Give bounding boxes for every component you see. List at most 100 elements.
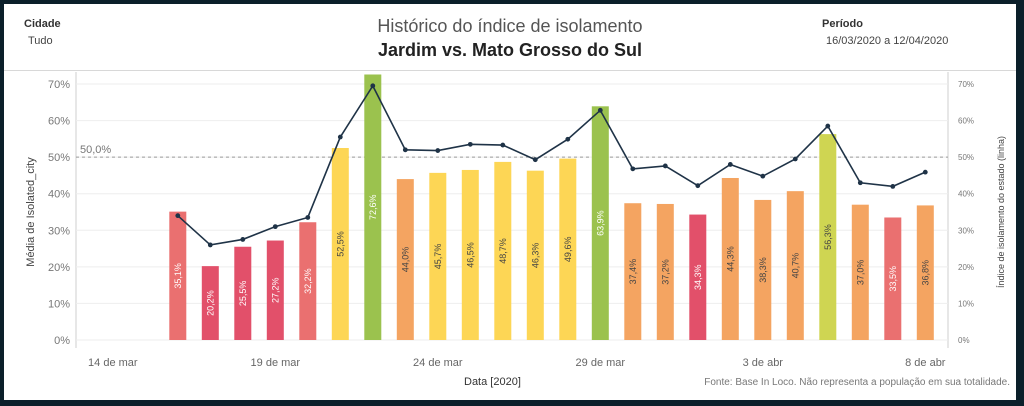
bar-data-label: 40,7%	[790, 253, 800, 279]
state-index-point	[662, 163, 668, 169]
state-index-point	[305, 215, 311, 220]
x-tick-label: 8 de abr	[905, 357, 946, 369]
source-footnote: Fonte: Base In Loco. Não representa a po…	[704, 377, 1010, 388]
state-index-line	[177, 84, 926, 246]
state-index-point	[760, 173, 766, 179]
y2-tick-label: 40%	[958, 190, 974, 199]
bar	[266, 240, 284, 340]
chart-subtitle: Jardim vs. Mato Grosso do Sul	[377, 40, 643, 60]
y2-tick-label: 30%	[958, 226, 974, 235]
bar	[234, 246, 252, 340]
state-index-point	[695, 183, 701, 189]
bar-data-label: 46,3%	[530, 243, 540, 269]
state-index-point	[272, 224, 278, 230]
bar-data-label: 37,4%	[628, 259, 638, 285]
y2-tick-label: 60%	[958, 117, 974, 126]
bar-data-label: 46,5%	[465, 242, 475, 268]
state-index-point	[467, 141, 473, 147]
y2-tick-label: 70%	[958, 80, 974, 89]
y-axis-title: Média de Isolated_city	[25, 157, 37, 267]
state-index-point	[175, 213, 181, 219]
x-axis-title: Data [2020]	[464, 376, 521, 388]
bar	[494, 161, 512, 340]
periodo-filter-label: Período	[822, 18, 863, 30]
bar-data-label: 35,1%	[173, 263, 183, 289]
cidade-filter-value[interactable]: Tudo	[28, 35, 53, 47]
state-index-point	[630, 166, 636, 172]
isolation-chart: 0% 0% 10% 10% 20% 20% 30% 30% 40% 40% 50% 50% 60% 60%…	[25, 72, 1006, 369]
state-index-point	[370, 83, 376, 89]
bar-data-label: 37,0%	[855, 260, 865, 286]
state-index-point	[597, 107, 603, 113]
chart-title: Histórico do índice de isolamento	[377, 16, 643, 36]
state-index-point	[727, 162, 733, 167]
bar-data-label: 34,3%	[693, 265, 703, 291]
bar	[721, 177, 739, 340]
state-index-point	[240, 237, 246, 242]
y-tick-label: 10%	[48, 298, 70, 310]
bar	[331, 148, 349, 340]
bar-data-label: 37,2%	[660, 259, 670, 285]
bar	[819, 134, 837, 340]
state-index-point	[565, 136, 571, 142]
y-tick-label: 60%	[48, 116, 70, 128]
state-index-point	[922, 169, 928, 175]
periodo-filter-value[interactable]: 16/03/2020 a 12/04/2020	[826, 35, 949, 47]
bar	[396, 179, 414, 340]
bar-data-label: 56,3%	[823, 224, 833, 250]
bar-data-label: 27,2%	[270, 277, 280, 303]
bar	[364, 74, 382, 341]
bar	[169, 211, 187, 340]
x-tick-label: 24 de mar	[413, 357, 463, 369]
bar	[656, 203, 674, 340]
bar	[526, 170, 544, 340]
bar	[429, 172, 447, 340]
y-tick-label: 70%	[48, 79, 70, 91]
x-tick-label: 19 de mar	[251, 357, 301, 369]
bar-data-label: 45,7%	[433, 244, 443, 270]
y2-axis-title: Índice de isolamento do estado (linha)	[996, 136, 1006, 288]
bar-data-label: 33,5%	[888, 266, 898, 292]
bar	[461, 169, 479, 340]
bar	[299, 222, 317, 340]
state-index-point	[435, 148, 441, 153]
bar	[851, 204, 869, 340]
dashboard-frame: Cidade Tudo Período 16/03/2020 a 12/04/2…	[4, 4, 1016, 400]
state-index-point	[792, 156, 798, 162]
bar-data-label: 63,9%	[595, 210, 605, 236]
header-divider	[4, 70, 1016, 71]
bar	[884, 217, 902, 340]
reference-line-label: 50,0%	[80, 144, 111, 156]
bar	[591, 106, 609, 341]
bar-data-label: 44,0%	[400, 247, 410, 273]
bar-data-label: 38,3%	[758, 257, 768, 283]
bar-data-label: 25,5%	[238, 281, 248, 307]
bar-data-label: 44,3%	[725, 246, 735, 272]
bar-data-label: 52,5%	[335, 231, 345, 257]
state-index-point	[207, 242, 213, 248]
state-index-point	[532, 157, 538, 163]
cidade-filter-label: Cidade	[24, 18, 61, 30]
y2-tick-label: 0%	[958, 336, 970, 345]
bar	[624, 203, 642, 340]
state-index-point	[500, 142, 506, 148]
bar	[916, 205, 934, 340]
y2-tick-label: 10%	[958, 299, 974, 308]
bar-data-label: 20,2%	[205, 290, 215, 316]
state-index-point	[337, 134, 343, 140]
x-tick-label: 29 de mar	[576, 357, 626, 369]
bar	[201, 266, 219, 340]
x-tick-label: 3 de abr	[743, 357, 784, 369]
state-index-point	[825, 123, 831, 129]
y-tick-label: 20%	[48, 262, 70, 274]
state-index-point	[890, 184, 896, 189]
bar-data-label: 72,6%	[368, 194, 378, 220]
state-index-point	[857, 180, 863, 186]
y2-tick-label: 50%	[958, 153, 974, 162]
bar-data-label: 48,7%	[498, 238, 508, 264]
state-index-point	[402, 147, 408, 153]
y-tick-label: 40%	[48, 189, 70, 201]
bar	[559, 158, 577, 340]
y-tick-label: 30%	[48, 225, 70, 237]
bar-data-label: 32,2%	[303, 268, 313, 294]
